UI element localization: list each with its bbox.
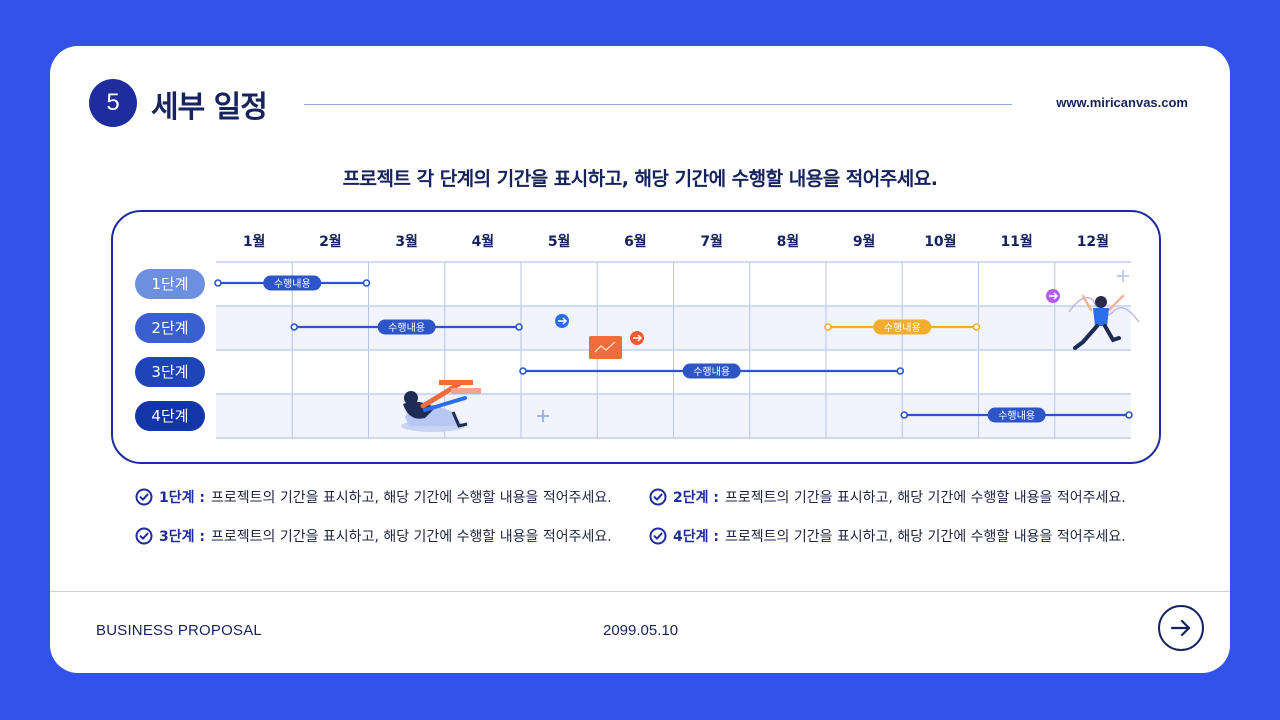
legend-item-stage-3: 3단계 : 프로젝트의 기간을 표시하고, 해당 기간에 수행할 내용을 적어주…: [135, 523, 612, 549]
stage-pill: [135, 313, 205, 343]
page-title: 세부 일정: [151, 90, 268, 125]
month-label: 11월: [1000, 233, 1032, 250]
person-blue-arrow-icon: [423, 396, 467, 412]
task-bar-end-dot: [972, 323, 981, 331]
month-label: 12월: [1077, 233, 1109, 250]
gantt-chart: 1월 2월 3월 4월 5월 6월 7월 8월 9월 10월 11월 12월 1단계 2단계 3단계 4단계 수…: [135, 233, 1140, 439]
legend-text: 프로젝트의 기간을 표시하고, 해당 기간에 수행할 내용을 적어주세요.: [724, 529, 1126, 545]
task-bar-start-dot: [519, 367, 527, 375]
footer-date: 2099.05.10: [603, 622, 679, 639]
runner-body-icon: [1093, 308, 1109, 326]
month-label: 9월: [853, 233, 876, 250]
chart-card-line-icon: [594, 341, 616, 353]
stage-label: 2단계: [151, 319, 188, 337]
task-label-pill: [873, 319, 932, 335]
subtitle: 프로젝트 각 단계의 기간을 표시하고, 해당 기간에 수행할 내용을 적어주세…: [342, 168, 938, 190]
runner-arms-icon: [1081, 294, 1125, 312]
person-foot-icon: [451, 411, 468, 428]
legend-text: 프로젝트의 기간을 표시하고, 해당 기간에 수행할 내용을 적어주세요.: [724, 490, 1126, 506]
plus-icon: [537, 410, 549, 422]
orange-arrow-icon: [633, 334, 643, 342]
task-label: 수행내용: [884, 322, 921, 334]
task-bar-start-dot: [290, 323, 299, 331]
stage-label: 4단계: [151, 407, 188, 425]
task-label: 수행내용: [388, 322, 425, 334]
task-bar-start-dot: [824, 323, 832, 331]
month-label: 4월: [472, 233, 495, 250]
person-head-icon: [404, 391, 418, 405]
task-bar-start-dot: [214, 279, 222, 287]
legend-label: 1단계 :: [159, 490, 205, 506]
legend-label: 3단계 :: [159, 529, 205, 545]
legend-text: 프로젝트의 기간을 표시하고, 해당 기간에 수행할 내용을 적어주세요.: [210, 490, 612, 506]
next-slide-button[interactable]: [1158, 605, 1204, 651]
runner-legs-icon: [1073, 324, 1121, 350]
legend-item-stage-2: 2단계 : 프로젝트의 기간을 표시하고, 해당 기간에 수행할 내용을 적어주…: [649, 484, 1126, 510]
purple-arrow-icon: [1049, 292, 1059, 300]
legend-item-stage-1: 1단계 : 프로젝트의 기간을 표시하고, 해당 기간에 수행할 내용을 적어주…: [135, 484, 612, 510]
gantt-chart-frame: 1월 2월 3월 4월 5월 6월 7월 8월 9월 10월 11월 12월 1단계 2단계 3단계 4단계 수…: [111, 210, 1161, 464]
month-label: 5월: [548, 233, 571, 250]
check-circle-icon: [649, 488, 667, 506]
stage-pill: [135, 357, 205, 387]
arrow-bubble-arrow-icon: [558, 317, 568, 325]
task-bar-start-dot: [900, 411, 909, 419]
site-url[interactable]: www.miricanvas.com: [1056, 95, 1188, 110]
arrow-right-circle-icon: [1170, 619, 1191, 637]
chart-card-icon: [589, 336, 622, 359]
section-number-badge: 5: [89, 79, 137, 127]
month-label: 10월: [924, 233, 956, 250]
month-label: 7월: [700, 233, 723, 250]
task-label-pill: [377, 319, 436, 335]
plus-icon: [1117, 270, 1129, 282]
task-bar-end-dot: [515, 323, 523, 331]
task-label: 수행내용: [998, 410, 1035, 422]
task-label-pill: [263, 275, 322, 291]
check-circle-icon: [135, 488, 153, 506]
legend-text: 프로젝트의 기간을 표시하고, 해당 기간에 수행할 내용을 적어주세요.: [210, 529, 612, 545]
person-arrow-icon: [420, 381, 462, 409]
legend-label: 4단계 :: [673, 529, 719, 545]
runner-head-icon: [1095, 296, 1107, 308]
check-circle-icon: [649, 527, 667, 545]
bar-block-icon: [439, 380, 473, 385]
task-bar-end-dot: [1125, 411, 1133, 419]
task-label: 수행내용: [274, 278, 311, 290]
footer-label: BUSINESS PROPOSAL: [96, 622, 262, 639]
stage-label: 1단계: [151, 275, 188, 293]
footer-divider: [50, 591, 1230, 592]
stage-pill: [135, 269, 205, 299]
month-label: 1월: [243, 233, 266, 250]
month-label: 3월: [395, 233, 418, 250]
task-label-pill: [987, 407, 1046, 423]
task-label-pill: [682, 363, 741, 379]
task-label: 수행내용: [693, 366, 730, 378]
stage-label: 3단계: [151, 363, 188, 381]
month-label: 6월: [624, 233, 647, 250]
legend-item-stage-4: 4단계 : 프로젝트의 기간을 표시하고, 해당 기간에 수행할 내용을 적어주…: [649, 523, 1126, 549]
month-label: 8월: [777, 233, 800, 250]
task-bar-end-dot: [896, 367, 905, 375]
month-label: 2월: [319, 233, 342, 250]
title-divider: [304, 104, 1012, 105]
stage-pill: [135, 401, 205, 431]
check-circle-icon: [135, 527, 153, 545]
legend-label: 2단계 :: [673, 490, 719, 506]
slide-card: 5 세부 일정 www.miricanvas.com 프로젝트 각 단계의 기간…: [50, 46, 1230, 673]
bar-block-icon: [451, 388, 481, 394]
task-bar-end-dot: [362, 279, 371, 287]
section-number: 5: [106, 89, 120, 116]
